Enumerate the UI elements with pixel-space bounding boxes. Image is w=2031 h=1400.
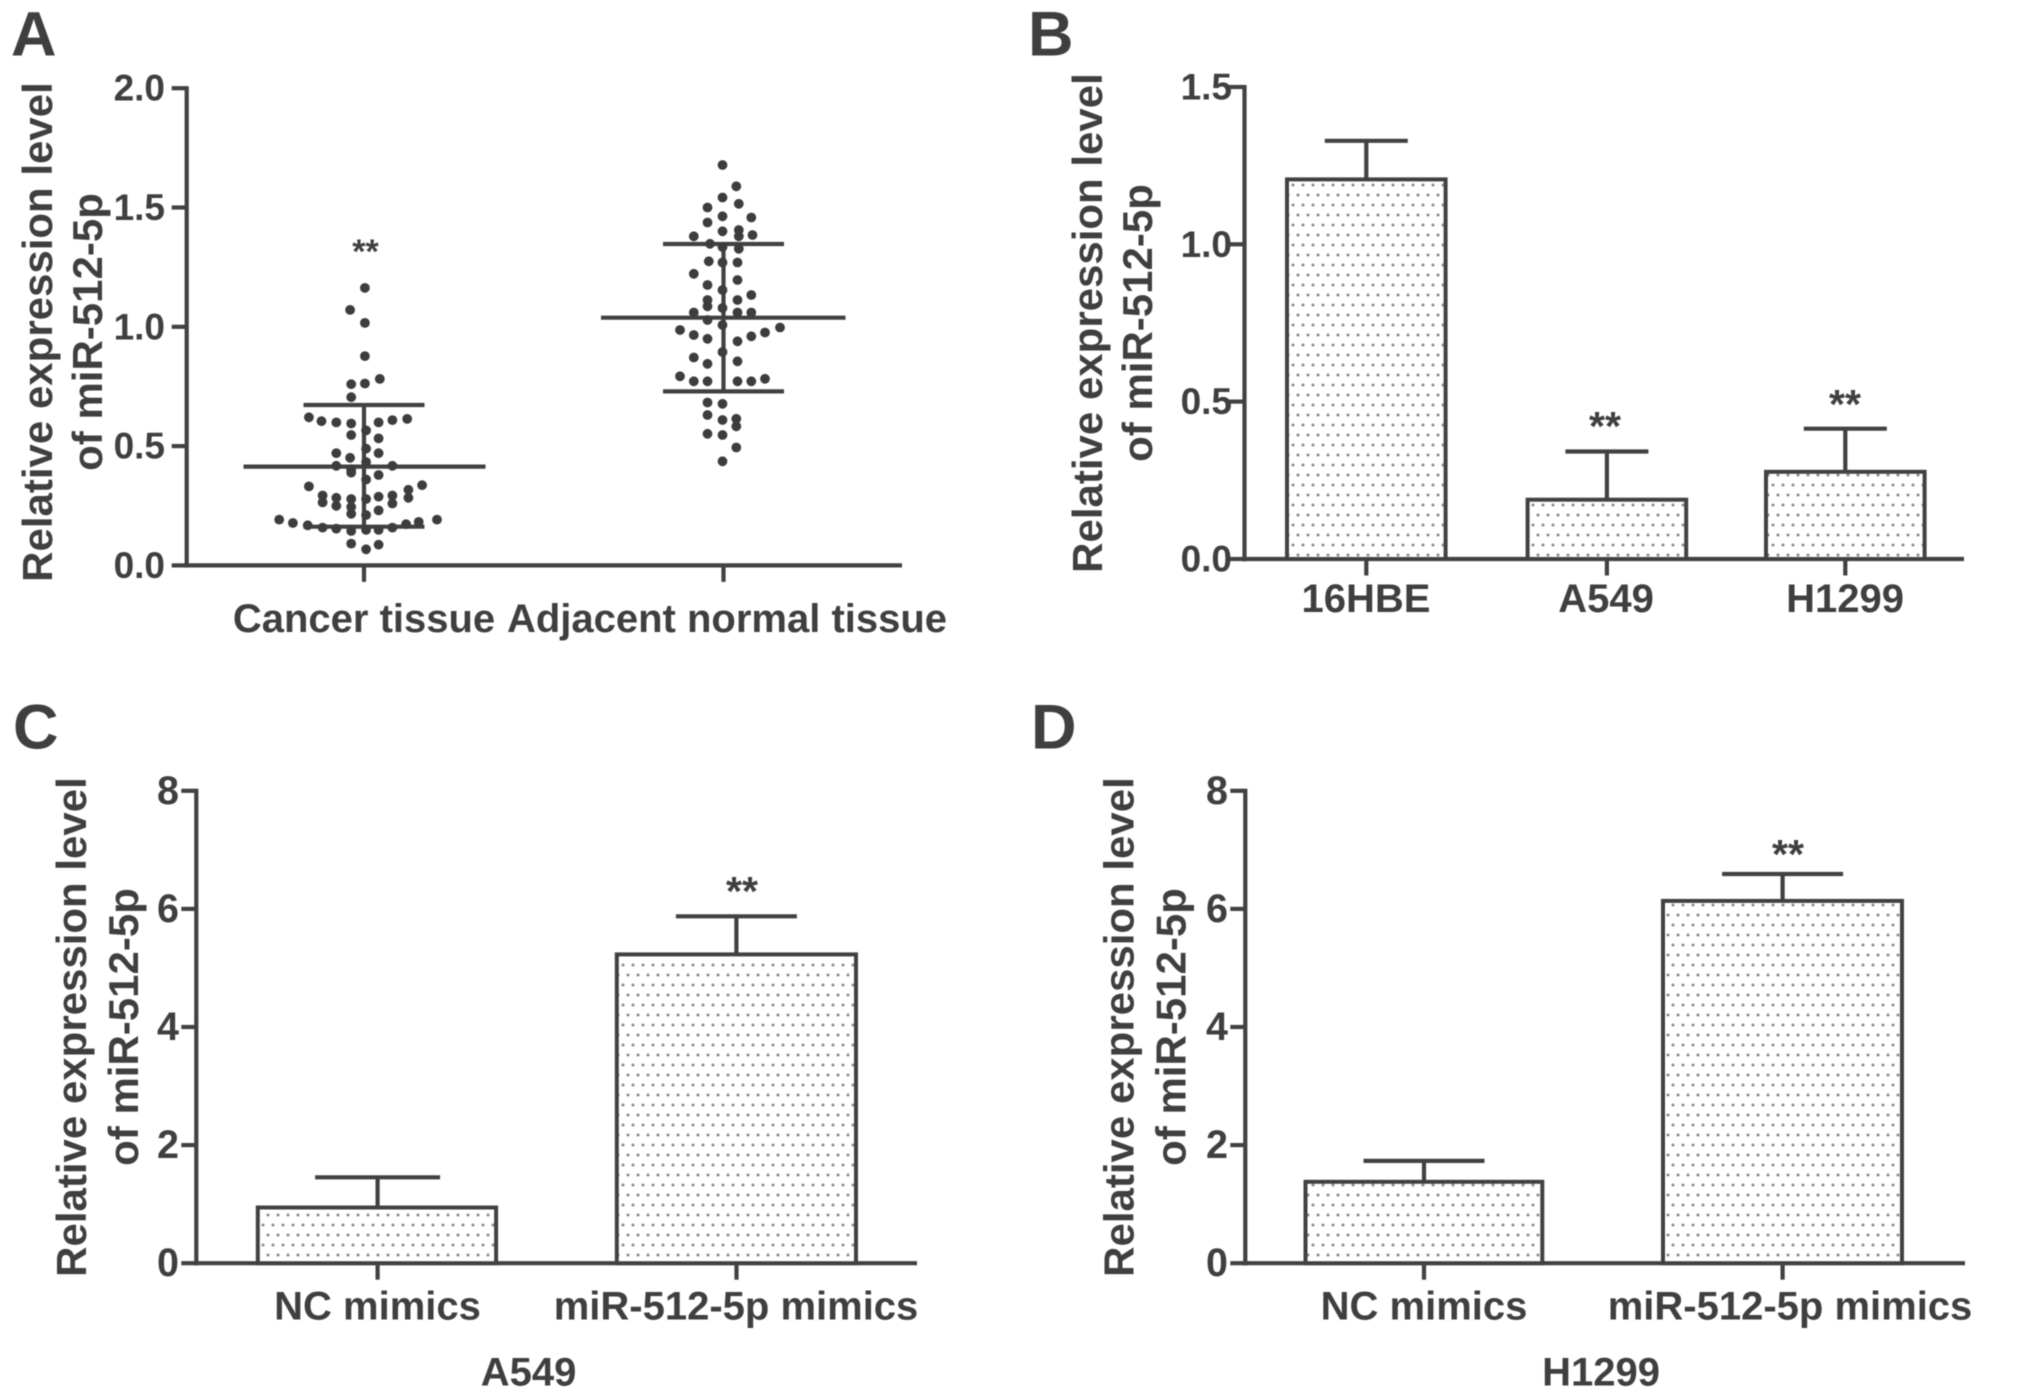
svg-text:B: B	[1028, 0, 1074, 70]
svg-text:0: 0	[157, 1241, 179, 1285]
svg-text:1.5: 1.5	[114, 187, 165, 228]
svg-text:1.0: 1.0	[114, 306, 165, 347]
svg-text:Relative expression level: Relative expression level	[1064, 73, 1111, 573]
svg-text:A549: A549	[1558, 577, 1654, 621]
svg-text:16HBE: 16HBE	[1302, 577, 1431, 621]
svg-text:0.0: 0.0	[1181, 539, 1232, 580]
svg-text:6: 6	[1206, 887, 1228, 931]
svg-text:NC mimics: NC mimics	[1321, 1285, 1528, 1329]
svg-text:A: A	[11, 0, 57, 70]
svg-text:H1299: H1299	[1542, 1351, 1660, 1395]
svg-text:**: **	[352, 233, 379, 271]
svg-text:A549: A549	[481, 1351, 577, 1395]
svg-text:Relative expression level: Relative expression level	[14, 82, 61, 582]
svg-text:of miR-512-5p: of miR-512-5p	[64, 193, 111, 471]
svg-text:Cancer tissue: Cancer tissue	[233, 597, 495, 641]
svg-text:of miR-512-5p: of miR-512-5p	[100, 888, 147, 1166]
svg-text:4: 4	[1206, 1005, 1228, 1049]
svg-text:**: **	[726, 868, 758, 914]
svg-text:of miR-512-5p: of miR-512-5p	[1148, 888, 1195, 1166]
svg-text:8: 8	[1206, 769, 1228, 813]
svg-text:2: 2	[1206, 1123, 1228, 1167]
svg-text:C: C	[13, 693, 59, 763]
svg-text:Relative expression level: Relative expression level	[1096, 777, 1143, 1277]
svg-text:H1299: H1299	[1786, 577, 1904, 621]
svg-text:miR-512-5p mimics: miR-512-5p mimics	[1608, 1285, 1973, 1329]
svg-text:0: 0	[1206, 1241, 1228, 1285]
svg-text:2.0: 2.0	[114, 68, 165, 109]
svg-text:**: **	[1589, 403, 1621, 449]
svg-text:0.5: 0.5	[114, 426, 165, 467]
svg-text:D: D	[1031, 693, 1077, 763]
svg-text:Adjacent normal tissue: Adjacent normal tissue	[507, 597, 947, 641]
svg-text:1.0: 1.0	[1181, 224, 1232, 265]
svg-text:4: 4	[157, 1005, 179, 1049]
svg-text:8: 8	[157, 769, 179, 813]
svg-text:6: 6	[157, 887, 179, 931]
svg-text:miR-512-5p mimics: miR-512-5p mimics	[554, 1285, 919, 1329]
svg-text:**: **	[1772, 831, 1804, 877]
svg-text:0.0: 0.0	[114, 545, 165, 586]
svg-text:Relative expression level: Relative expression level	[48, 777, 95, 1277]
svg-text:**: **	[1829, 381, 1861, 427]
svg-text:NC mimics: NC mimics	[274, 1285, 481, 1329]
svg-text:of miR-512-5p: of miR-512-5p	[1114, 184, 1161, 462]
svg-text:1.5: 1.5	[1181, 67, 1232, 108]
svg-text:0.5: 0.5	[1181, 381, 1232, 422]
svg-text:2: 2	[157, 1123, 179, 1167]
